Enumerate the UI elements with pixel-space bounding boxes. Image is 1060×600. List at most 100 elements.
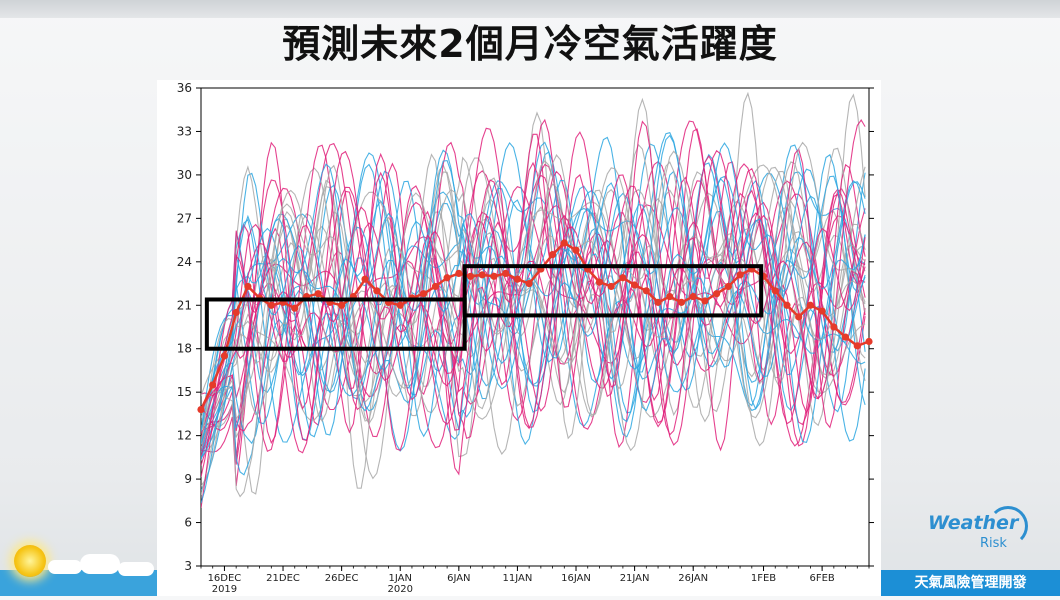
x-tick-label: 16DEC bbox=[208, 573, 242, 584]
mean-point bbox=[642, 287, 650, 295]
x-tick-label: 16JAN bbox=[561, 573, 591, 584]
mean-point bbox=[314, 290, 322, 298]
mean-point bbox=[490, 272, 498, 280]
mean-point bbox=[466, 272, 475, 280]
highlight-box bbox=[204, 297, 467, 351]
mean-point bbox=[607, 282, 615, 291]
y-tick-label: 27 bbox=[177, 211, 192, 225]
ensemble-member-line bbox=[201, 166, 866, 449]
ensemble-member-line bbox=[201, 132, 866, 443]
ensemble-member-line bbox=[201, 183, 866, 438]
mean-point bbox=[478, 271, 486, 279]
y-tick-label: 9 bbox=[184, 472, 192, 486]
mean-point bbox=[736, 271, 744, 279]
mean-point bbox=[525, 279, 533, 288]
mean-point bbox=[701, 297, 709, 305]
mean-point bbox=[396, 301, 404, 309]
y-tick-label: 24 bbox=[177, 255, 192, 269]
cloud-icon bbox=[48, 560, 82, 574]
weather-risk-logo: Weather Risk bbox=[928, 506, 1028, 562]
mean-point bbox=[865, 337, 873, 346]
y-tick-label: 36 bbox=[177, 81, 192, 95]
sun-icon bbox=[14, 545, 46, 577]
y-tick-label: 18 bbox=[177, 342, 192, 356]
ensemble-member-line bbox=[201, 141, 866, 461]
x-tick-label: 21DEC bbox=[266, 573, 300, 584]
y-tick-label: 6 bbox=[184, 516, 192, 530]
ensemble-member-line bbox=[201, 195, 866, 459]
mean-point bbox=[677, 298, 686, 306]
mean-point bbox=[713, 290, 721, 298]
highlight-box bbox=[462, 264, 764, 318]
logo-subtext: Risk bbox=[980, 536, 1007, 551]
y-tick-label: 3 bbox=[184, 559, 192, 573]
x-tick-label: 26DEC bbox=[325, 573, 359, 584]
cloud-icon bbox=[118, 562, 154, 576]
cloud-icon bbox=[80, 554, 120, 574]
highlight-boxes bbox=[204, 264, 764, 351]
logo-arc-icon bbox=[988, 506, 1028, 546]
mean-point bbox=[572, 246, 580, 254]
y-tick-label: 33 bbox=[177, 124, 192, 138]
y-tick-label: 15 bbox=[177, 385, 192, 399]
mean-point bbox=[502, 269, 510, 278]
mean-point bbox=[853, 342, 861, 350]
x-tick-label: 21JAN bbox=[620, 573, 650, 584]
mean-point bbox=[232, 308, 240, 317]
mean-point bbox=[420, 290, 428, 298]
ensemble-member-line bbox=[201, 141, 866, 457]
mean-point bbox=[830, 323, 838, 331]
ensemble-member-line bbox=[201, 153, 866, 445]
ensemble-member-line bbox=[201, 175, 866, 504]
logo-text: Weather bbox=[928, 512, 1019, 534]
mean-point bbox=[244, 282, 252, 291]
mean-point bbox=[373, 287, 381, 295]
sky-strip-right bbox=[881, 570, 1060, 596]
x-tick-sublabel: 2020 bbox=[388, 584, 413, 595]
mean-point bbox=[220, 352, 229, 360]
ensemble-member-line bbox=[201, 120, 866, 508]
y-tick-label: 12 bbox=[177, 429, 192, 443]
mean-point bbox=[595, 278, 604, 286]
ensemble-member-line bbox=[201, 171, 866, 487]
mean-point bbox=[197, 405, 205, 414]
mean-point bbox=[806, 301, 815, 309]
mean-line bbox=[199, 241, 870, 411]
page-title: 預測未來2個月冷空氣活躍度 bbox=[282, 22, 778, 66]
mean-point bbox=[631, 281, 639, 289]
mean-point bbox=[267, 301, 275, 309]
x-tick-label: 26JAN bbox=[678, 573, 708, 584]
mean-point bbox=[291, 304, 299, 312]
mean-point bbox=[361, 275, 369, 283]
y-tick-label: 30 bbox=[177, 168, 192, 182]
mean-point bbox=[513, 275, 522, 283]
mean-point bbox=[654, 298, 662, 306]
mean-point bbox=[209, 381, 217, 389]
x-tick-sublabel: 2019 bbox=[212, 584, 237, 595]
y-tick-label: 21 bbox=[177, 298, 192, 312]
x-tick-label: 11JAN bbox=[503, 573, 533, 584]
ensemble-member-line bbox=[201, 118, 866, 454]
mean-point bbox=[619, 274, 627, 282]
ensemble-member-line bbox=[201, 141, 866, 498]
ensemble-member-line bbox=[201, 136, 866, 476]
mean-point bbox=[689, 292, 697, 301]
x-tick-label: 1JAN bbox=[388, 573, 411, 584]
mean-point bbox=[724, 282, 732, 291]
ensemble-member-line bbox=[201, 167, 866, 456]
ensemble-member-line bbox=[201, 180, 866, 432]
mean-point bbox=[666, 292, 674, 301]
mean-point bbox=[795, 313, 803, 321]
mean-point bbox=[771, 287, 779, 295]
x-tick-label: 1FEB bbox=[751, 573, 776, 584]
mean-point bbox=[818, 307, 826, 315]
ensemble-member-line bbox=[201, 91, 866, 495]
mean-point bbox=[455, 269, 463, 278]
mean-point bbox=[338, 301, 346, 309]
mean-point bbox=[560, 239, 568, 247]
mean-point bbox=[431, 282, 439, 291]
chart-panel: 3 6 9 12 15 18 21 24 27 30 33 36 16DEC 2019 21DEC 26DEC… bbox=[157, 80, 881, 596]
ensemble-member-line bbox=[201, 208, 866, 450]
mean-point bbox=[548, 250, 557, 259]
